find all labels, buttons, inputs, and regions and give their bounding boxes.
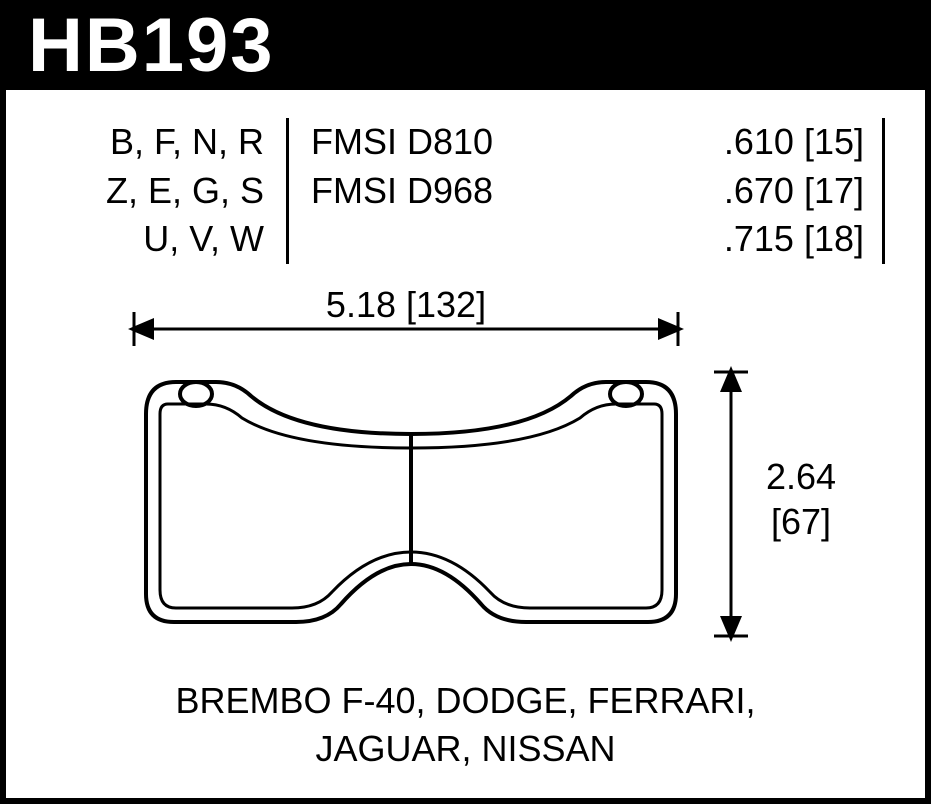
height-dimension: 2.64 [67] [766,454,836,544]
fmsi-column: FMSI D810 FMSI D968 [286,118,536,264]
part-number: HB193 [28,2,275,89]
thickness-column: .610 [15] .670 [17] .715 [18] [536,118,885,264]
header-bar: HB193 [0,0,931,90]
thickness-row: .670 [17] [536,167,864,216]
thickness-row: .610 [15] [536,118,864,167]
height-dimension-in: 2.64 [766,454,836,499]
height-dimension-mm: [67] [766,499,836,544]
compound-row: B, F, N, R [46,118,264,167]
applications-line: BREMBO F-40, DODGE, FERRARI, [6,677,925,726]
compounds-column: B, F, N, R Z, E, G, S U, V, W [46,118,286,264]
fmsi-row: FMSI D810 [311,118,536,167]
applications-line: JAGUAR, NISSAN [6,725,925,774]
thickness-row: .715 [18] [536,215,864,264]
compound-row: U, V, W [46,215,264,264]
compound-row: Z, E, G, S [46,167,264,216]
spec-table: B, F, N, R Z, E, G, S U, V, W FMSI D810 … [46,118,885,264]
applications-text: BREMBO F-40, DODGE, FERRARI, JAGUAR, NIS… [6,677,925,774]
content-frame: B, F, N, R Z, E, G, S U, V, W FMSI D810 … [0,90,931,804]
fmsi-row: FMSI D968 [311,167,536,216]
width-dimension-label: 5.18 [132] [318,284,494,326]
height-dimension-arrow [706,364,756,644]
diagram-area: 5.18 [132] 2.64 [67] [46,294,885,694]
brake-pad-outline [126,364,696,644]
